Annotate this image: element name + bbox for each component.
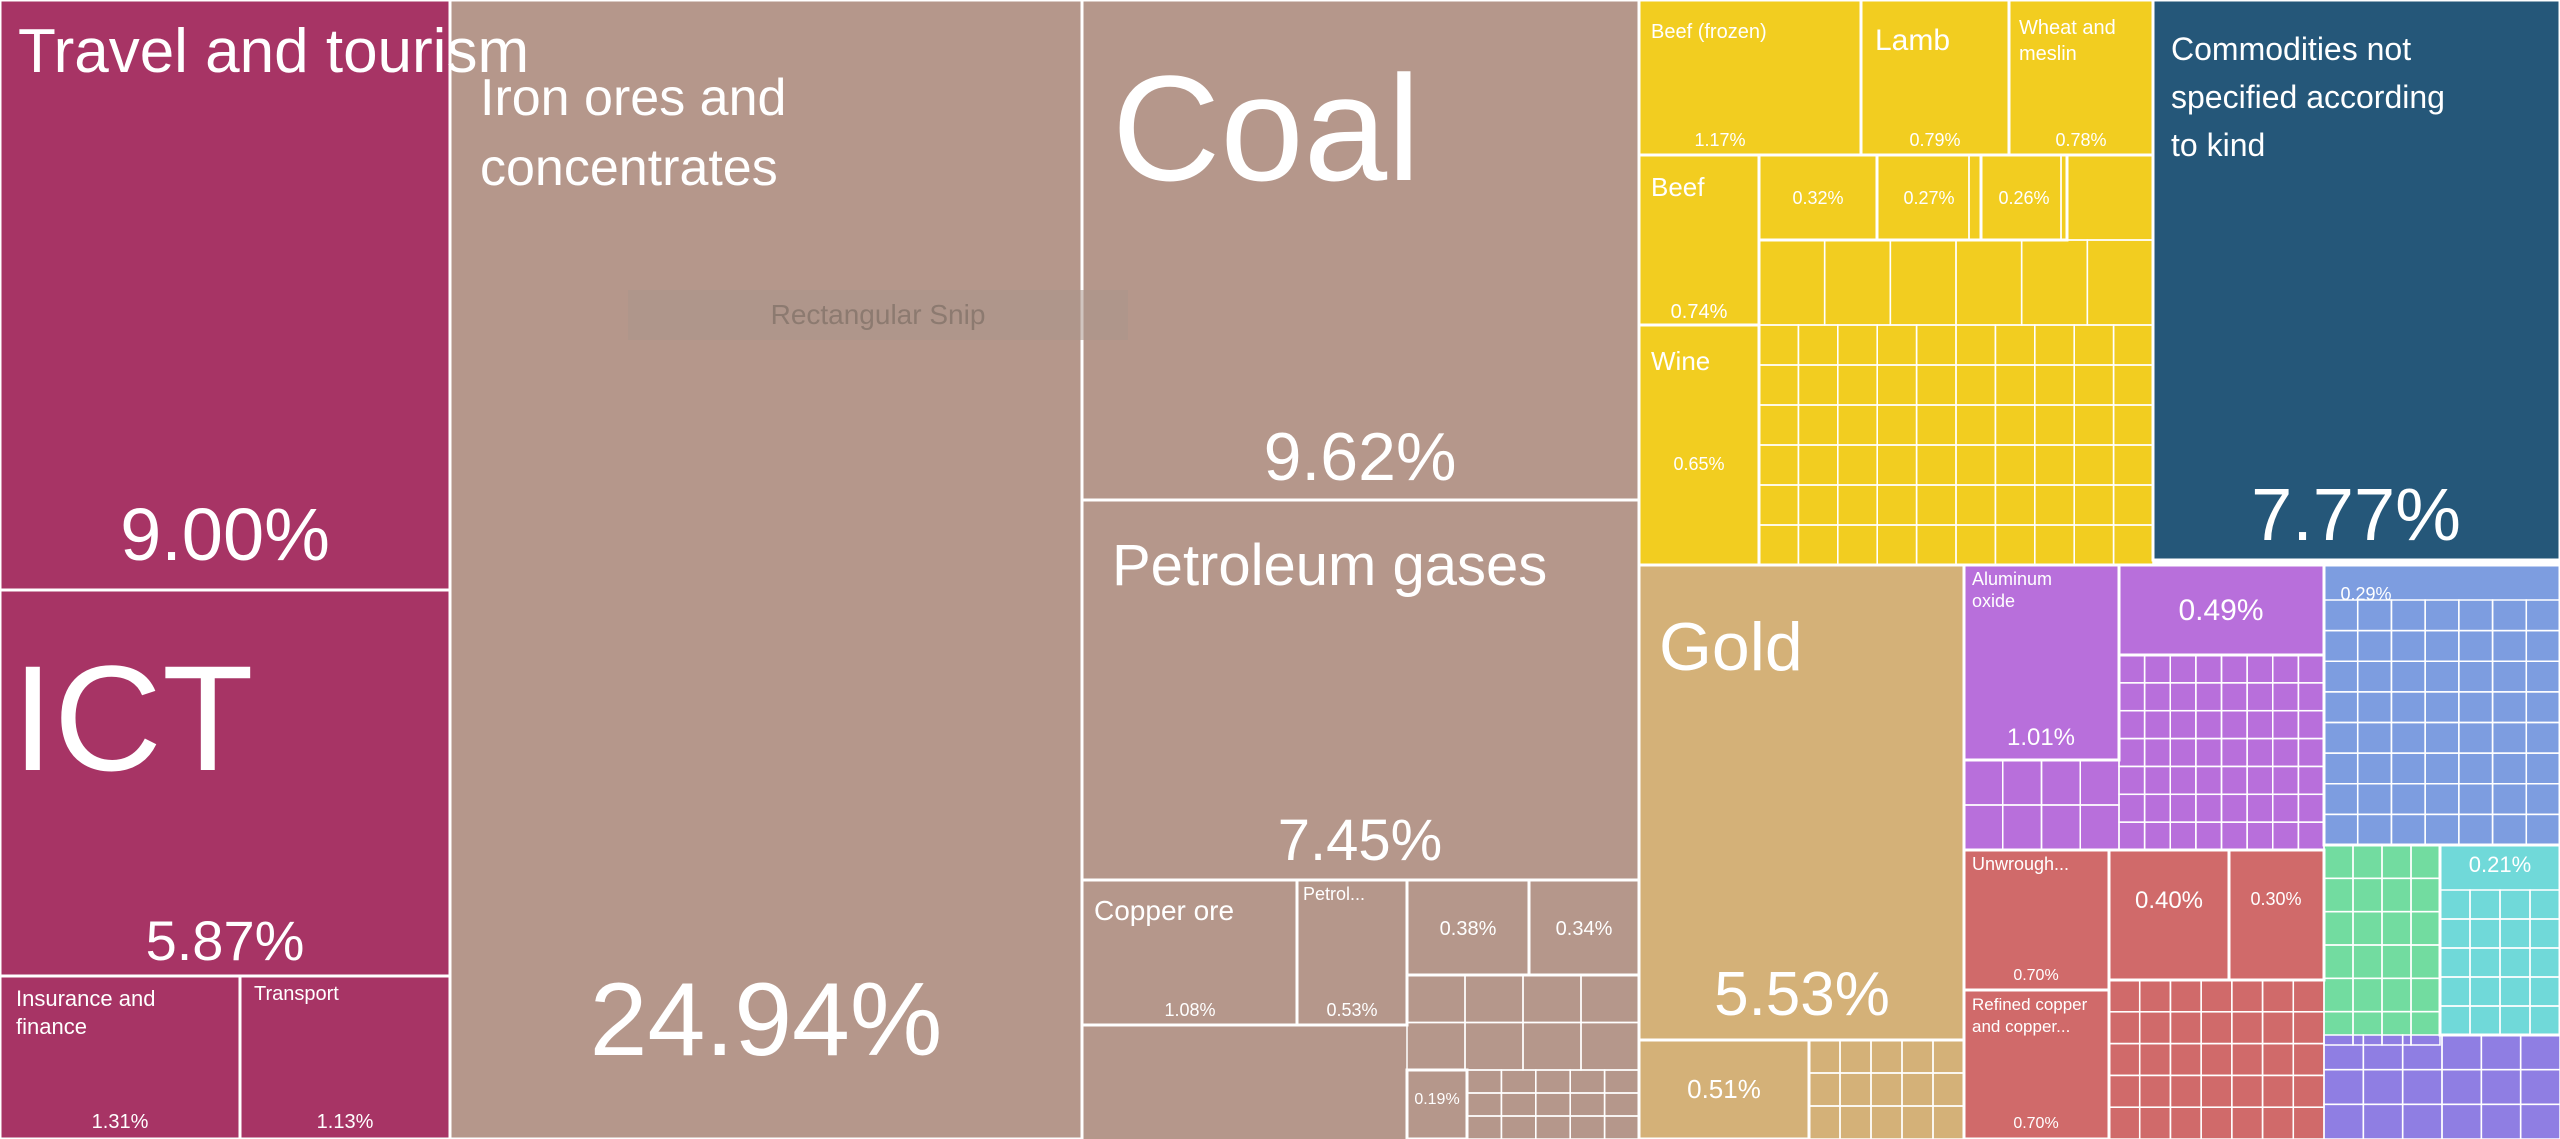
small-tile (2519, 1103, 2560, 1139)
tile-value-unwrough: 0.70% (2013, 967, 2058, 984)
tile-tile-0-34[interactable] (1527, 878, 1641, 977)
tile-tile-0-38[interactable] (1405, 878, 1531, 977)
tile-name-beef-frozen: Beef (frozen) (1651, 21, 1767, 43)
tile-gold[interactable] (1637, 563, 1966, 1042)
tile-value-tile-0-51: 0.51% (1687, 1074, 1761, 1104)
tile-name-commodities-not-specified-according-to-kind-line3: to kind (2171, 127, 2265, 163)
tile-name-travel-and-tourism: Travel and tourism (18, 17, 529, 86)
small-tile (1603, 1115, 1640, 1139)
tile-name-wheat-and-meslin-line1: Wheat and (2019, 17, 2116, 39)
tooltip: Rectangular Snip (628, 290, 1128, 340)
tile-name-coal: Coal (1112, 44, 1421, 212)
tile-value-tile-0-38: 0.38% (1440, 918, 1497, 940)
tile-value-wheat-and-meslin: 0.78% (2055, 130, 2106, 150)
tile-value-tile-0-30: 0.30% (2250, 889, 2301, 909)
tile-name-gold: Gold (1659, 609, 1803, 685)
tile-value-petrol: 0.53% (1326, 1000, 1377, 1020)
tile-value-beef: 0.74% (1671, 301, 1728, 323)
tile-value-copper-ore: 1.08% (1164, 1000, 1215, 1020)
small-tiles-grid (1406, 154, 2560, 1139)
tile-name-insurance-and-finance-line2: finance (16, 1014, 87, 1039)
tile-name-commodities-not-specified-according-to-kind-line1: Commodities not (2171, 31, 2411, 67)
tile-name-iron-ores-and-concentrates-line2: concentrates (480, 139, 778, 197)
tile-value-tile-0-19: 0.19% (1414, 1091, 1459, 1108)
tile-value-tile-0-21: 0.21% (2469, 852, 2531, 877)
tile-name-transport: Transport (254, 983, 339, 1005)
tile-value-tile-0-32: 0.32% (1792, 188, 1843, 208)
tile-value-tile-0-29: 0.29% (2340, 584, 2391, 604)
tile-name-refined-copper-and-copper-line1: Refined copper (1972, 995, 2088, 1014)
tile-tile-0-51[interactable] (1637, 1038, 1811, 1139)
small-tile (2112, 524, 2154, 566)
tile-value-lamb: 0.79% (1909, 130, 1960, 150)
small-tile (2060, 154, 2154, 241)
tile-value-refined-copper-and-copper: 0.70% (2013, 1115, 2058, 1132)
tile-name-refined-copper-and-copper-line2: and copper... (1972, 1017, 2070, 1036)
tile-iron-ores-and-concentrates[interactable] (448, 0, 1084, 1139)
tile-value-tile-0-27: 0.27% (1903, 188, 1954, 208)
tile-name-petrol: Petrol... (1303, 884, 1365, 904)
tile-value-commodities-not-specified-according-to-kind: 7.77% (2251, 473, 2461, 556)
tile-tile-0-19[interactable] (1405, 1068, 1469, 1139)
tile-name-aluminum-oxide-line1: Aluminum (1972, 569, 2052, 589)
tile-value-transport: 1.13% (317, 1111, 374, 1133)
tile-tile-0-29[interactable] (2322, 563, 2560, 847)
tile-name-lamb: Lamb (1875, 24, 1950, 57)
tile-tile-0-40[interactable] (2107, 848, 2231, 982)
tile-value-petroleum-gases: 7.45% (1278, 808, 1442, 873)
labels-layer: Travel and tourism 9.00% ICT 5.87% Insurance… (12, 17, 2531, 1133)
tile-value-ict: 5.87% (146, 909, 305, 972)
tile-value-tile-0-34: 0.34% (1556, 918, 1613, 940)
tile-value-tile-0-49: 0.49% (2178, 594, 2263, 627)
tile-name-wheat-and-meslin-line2: meslin (2019, 43, 2077, 65)
tile-value-tile-0-26: 0.26% (1998, 188, 2049, 208)
tile-value-beef-frozen: 1.17% (1694, 130, 1745, 150)
tile-value-wine: 0.65% (1673, 454, 1724, 474)
tile-name-unwrough: Unwrough... (1972, 854, 2069, 874)
tile-petroleum-gases[interactable] (1080, 498, 1641, 882)
tile-value-insurance-and-finance: 1.31% (92, 1111, 149, 1133)
tile-name-petroleum-gases: Petroleum gases (1112, 533, 1547, 598)
tooltip-text: Rectangular Snip (771, 299, 986, 330)
tile-name-beef: Beef (1651, 172, 1705, 202)
tile-petrol[interactable] (1295, 878, 1409, 1027)
tile-name-insurance-and-finance-line1: Insurance and (16, 986, 155, 1011)
tile-copper-ore[interactable] (1080, 878, 1299, 1027)
tile-transport[interactable] (238, 974, 452, 1139)
tile-value-gold: 5.53% (1714, 960, 1890, 1029)
tile-name-iron-ores-and-concentrates-line1: Iron ores and (480, 69, 786, 127)
tile-value-tile-0-40: 0.40% (2135, 887, 2203, 914)
tile-beef-frozen[interactable] (1637, 0, 1863, 157)
tile-value-travel-and-tourism: 9.00% (120, 493, 330, 576)
small-tile (2079, 804, 2120, 851)
tile-name-commodities-not-specified-according-to-kind-line2: specified according (2171, 79, 2445, 115)
tile-name-ict: ICT (12, 634, 254, 802)
tile-name-aluminum-oxide-line2: oxide (1972, 591, 2015, 611)
tile-value-coal: 9.62% (1264, 419, 1457, 495)
tile-aluminum-oxide[interactable] (1962, 563, 2121, 762)
tile-coal[interactable] (1080, 0, 1641, 502)
tile-name-copper-ore: Copper ore (1094, 895, 1234, 926)
tooltip-box (628, 290, 1128, 340)
small-tile (1932, 1105, 1965, 1139)
tile-value-aluminum-oxide: 1.01% (2007, 724, 2075, 751)
tile-value-iron-ores-and-concentrates: 24.94% (590, 962, 943, 1078)
tile-ict[interactable] (0, 588, 452, 978)
tile-name-wine: Wine (1651, 346, 1710, 376)
tile-tile-0-30[interactable] (2227, 848, 2326, 982)
